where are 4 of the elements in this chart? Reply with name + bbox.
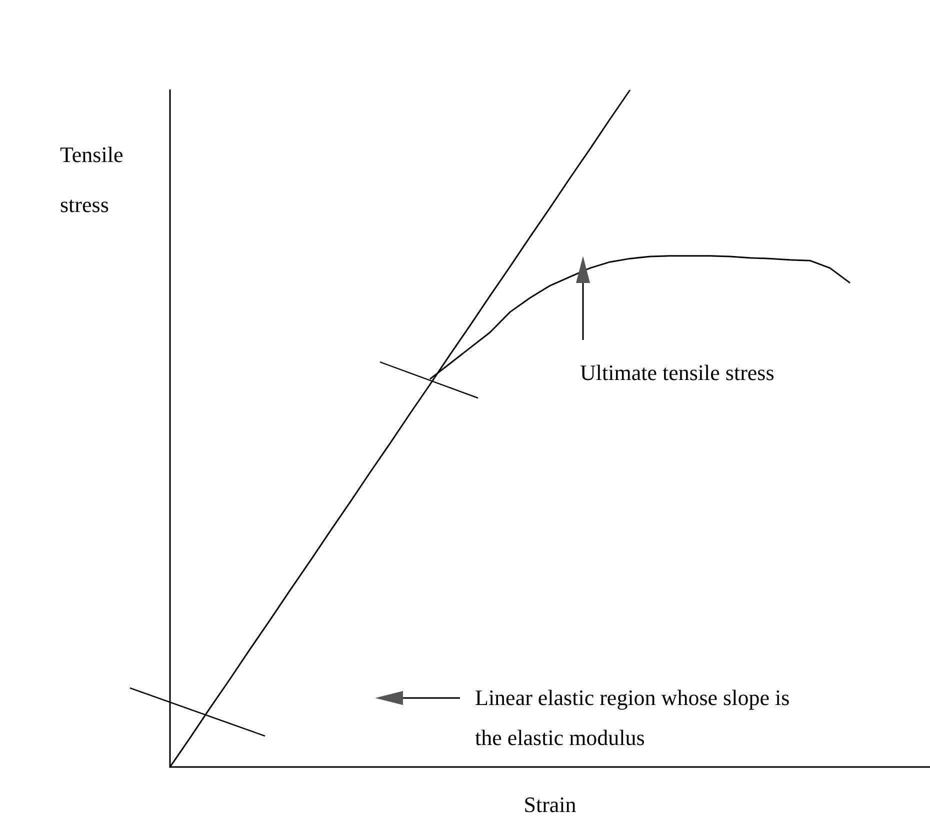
y-axis-title: Tensile stress xyxy=(60,141,124,219)
x-axis-title: Strain xyxy=(522,791,578,819)
annotation: Linear elastic region whose slope is the elastic modulus xyxy=(475,684,791,752)
annotation: Ultimate tensile stress xyxy=(580,359,776,387)
